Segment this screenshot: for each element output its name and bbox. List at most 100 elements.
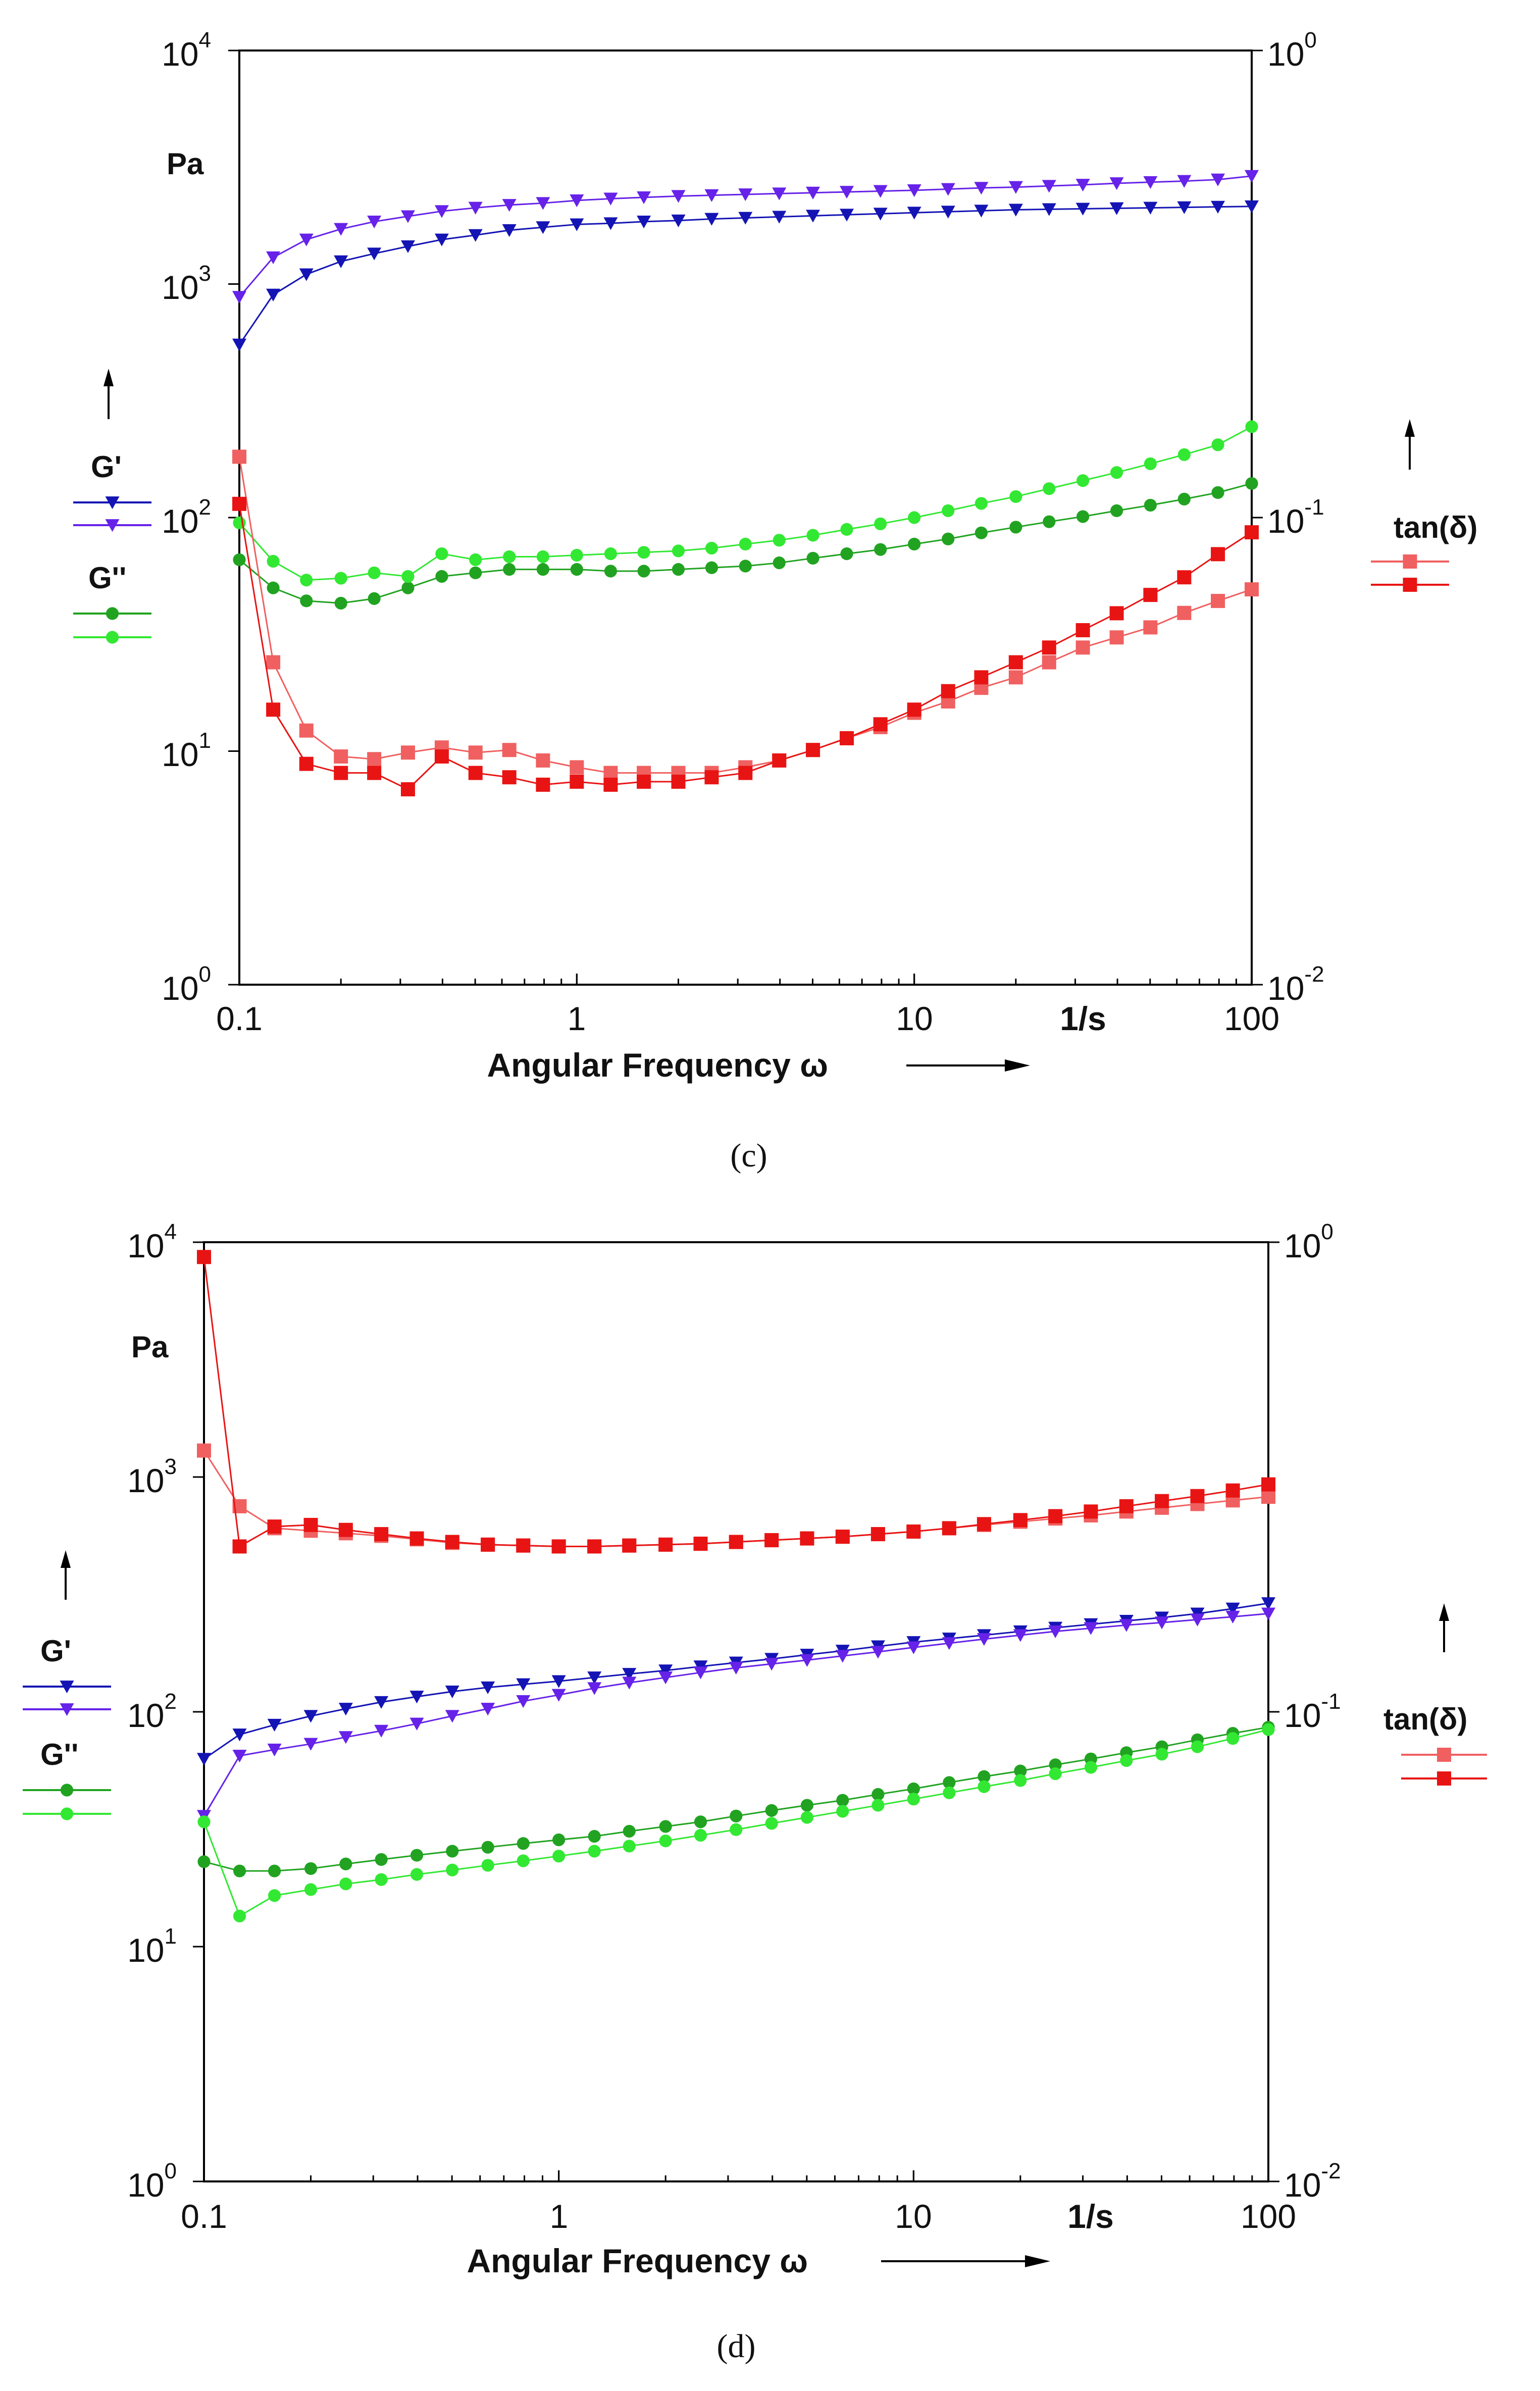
chart-c-ticks: [228, 49, 1263, 986]
data-point: [409, 1691, 424, 1704]
chart-d-x-arrow-icon: [881, 2255, 1050, 2267]
data-point: [299, 233, 314, 246]
data-point: [268, 1889, 281, 1902]
data-point: [232, 1728, 247, 1742]
data-point: [468, 745, 483, 760]
chart-c-x-arrow-icon: [906, 1059, 1030, 1072]
data-point: [764, 1533, 779, 1548]
data-point: [942, 532, 955, 545]
data-point: [334, 749, 348, 764]
data-point: [1245, 200, 1259, 214]
data-point: [400, 745, 415, 760]
data-point: [481, 1859, 494, 1872]
chart-d-ytick-label: 104: [127, 1219, 177, 1264]
data-point: [873, 208, 888, 221]
data-point: [705, 561, 718, 574]
data-point: [659, 1820, 672, 1833]
data-point: [672, 544, 685, 557]
data-point: [446, 1863, 459, 1876]
series-0: [232, 200, 1259, 351]
chart-c-ytick-label: 100: [162, 962, 211, 1007]
data-point: [603, 777, 618, 792]
data-point: [304, 1862, 318, 1875]
chart-d-y-unit: Pa: [131, 1330, 169, 1364]
data-point: [806, 743, 820, 757]
data-point: [1075, 623, 1090, 638]
legend-marker: [1437, 1748, 1451, 1762]
data-point: [536, 197, 550, 210]
data-point: [800, 1811, 814, 1824]
data-point: [502, 743, 517, 757]
chart-c-data-layer: [232, 170, 1259, 797]
data-point: [1143, 201, 1158, 215]
data-point: [1211, 200, 1225, 214]
data-point: [588, 1829, 601, 1843]
data-point: [410, 1868, 424, 1881]
data-point: [1225, 1602, 1240, 1616]
data-point: [603, 217, 618, 230]
data-point: [942, 1637, 956, 1650]
data-point: [503, 550, 516, 564]
chart-d-y2tick-label: 10-2: [1284, 2159, 1341, 2204]
data-point: [400, 782, 415, 797]
data-point: [1042, 180, 1056, 193]
data-point: [1043, 515, 1056, 528]
chart-c-xtick-label: 1: [568, 1000, 586, 1037]
chart-c-ytick-label: 104: [162, 28, 211, 73]
data-point: [978, 1770, 991, 1783]
chart-d-legend-label-g-prime: G': [40, 1634, 71, 1668]
data-point: [434, 205, 449, 218]
data-point: [1119, 1619, 1134, 1632]
data-point: [552, 1833, 566, 1847]
data-point: [481, 1703, 495, 1716]
data-point: [1109, 630, 1124, 645]
data-point: [368, 566, 381, 580]
data-point: [1191, 1740, 1204, 1753]
data-point: [266, 251, 281, 265]
data-point: [1245, 525, 1259, 540]
data-point: [1245, 582, 1259, 597]
data-point: [1211, 173, 1225, 186]
data-point: [659, 1835, 672, 1848]
data-point: [836, 1805, 849, 1818]
series-5: [197, 1250, 1275, 1554]
data-point: [232, 291, 246, 304]
data-point: [536, 221, 550, 234]
chart-c-xtick-label: 100: [1224, 1000, 1279, 1037]
data-point: [502, 199, 517, 212]
data-point: [197, 1443, 211, 1458]
series-1: [197, 1607, 1275, 1823]
data-point: [694, 1815, 707, 1828]
chart-c-y-arrow-icon: [104, 369, 114, 419]
data-point: [339, 1857, 352, 1870]
data-point: [434, 749, 449, 764]
data-point: [1245, 420, 1258, 433]
data-point: [1211, 438, 1224, 451]
data-point: [1143, 588, 1158, 602]
series-2: [197, 1720, 1275, 1877]
data-point: [435, 570, 448, 583]
data-point: [374, 1696, 389, 1709]
data-point: [694, 1828, 707, 1842]
data-point: [232, 338, 246, 351]
data-point: [764, 1658, 779, 1671]
data-point: [587, 1539, 602, 1554]
data-point: [773, 534, 786, 547]
data-point: [671, 190, 686, 203]
data-point: [1144, 498, 1157, 512]
data-point: [1211, 486, 1224, 499]
data-point: [941, 684, 955, 698]
data-point: [806, 529, 819, 542]
data-point: [434, 233, 449, 246]
data-point: [1009, 490, 1022, 503]
data-point: [705, 541, 718, 555]
chart-d-y-arrow-icon: [61, 1550, 71, 1600]
data-point: [943, 1776, 956, 1789]
data-point: [773, 556, 786, 570]
data-point: [267, 581, 280, 594]
data-point: [468, 201, 483, 215]
data-point: [907, 184, 921, 197]
data-point: [1042, 655, 1056, 670]
data-point: [974, 526, 988, 539]
data-point: [232, 1750, 247, 1763]
